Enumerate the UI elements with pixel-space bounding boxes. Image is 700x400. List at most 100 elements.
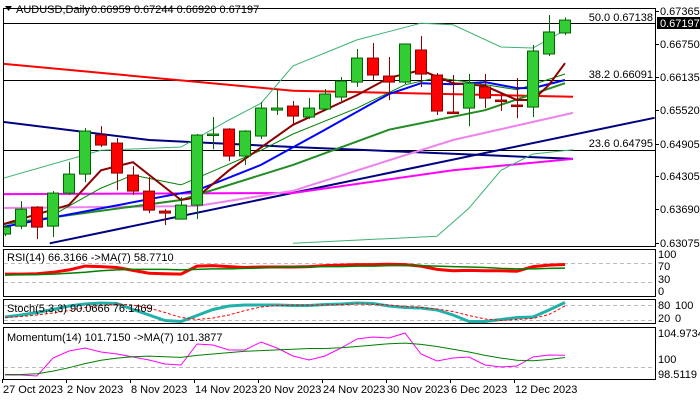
stoch-tick: 20 — [658, 313, 670, 325]
candle-body — [319, 93, 331, 110]
date-tick: 14 Nov 2023 — [195, 384, 257, 396]
candle-body — [223, 128, 235, 157]
stoch-tick: 0 — [675, 313, 681, 325]
bearish-candle — [111, 138, 123, 191]
indicator-axis: 100 70 30 0 80 100 20 0 104.9734 100 98.… — [658, 249, 700, 381]
candle-body — [95, 134, 107, 146]
momentum-tick: 100 — [658, 354, 676, 366]
date-axis: 27 Oct 2023 2 Nov 2023 8 Nov 2023 14 Nov… — [3, 384, 577, 396]
candle-body — [239, 130, 251, 157]
momentum-tick: 98.5119 — [658, 369, 697, 381]
price-tick: 0.63690 — [660, 204, 700, 216]
momentum-momentum-line — [5, 332, 566, 377]
bullish-candle — [527, 45, 539, 118]
candle-body — [303, 107, 315, 118]
stoch-signal-line — [4, 303, 566, 322]
candle-body — [15, 208, 27, 227]
candle-body — [559, 19, 571, 34]
candle-body — [63, 173, 75, 194]
candle-body — [79, 130, 91, 175]
price-tick: 0.64905 — [660, 139, 700, 151]
date-tick: 30 Nov 2023 — [387, 384, 449, 396]
bearish-candle — [95, 126, 107, 148]
bullish-candle — [335, 77, 347, 102]
candle-body — [255, 107, 267, 137]
bollinger-lower-line — [292, 149, 574, 244]
trendline-line — [49, 116, 655, 245]
bullish-candle — [4, 225, 11, 237]
bearish-candle — [511, 78, 523, 119]
bullish-candle — [79, 128, 91, 183]
bullish-candle — [15, 201, 27, 230]
bearish-candle — [223, 128, 235, 162]
rsi-label: RSI(14) 66.3166 ->MA(7) 58.7710 — [7, 252, 174, 264]
candle-body — [399, 43, 411, 83]
bearish-candle — [479, 74, 491, 109]
momentum-ma7-line — [5, 342, 566, 375]
stoch-label: Stoch(5,3,3) 90.0666 76.1469 — [7, 303, 153, 315]
bearish-candle — [367, 43, 379, 81]
candle-body — [191, 134, 203, 206]
rsi-tick: 30 — [658, 274, 670, 286]
bullish-candle — [63, 162, 75, 196]
date-tick: 12 Dec 2023 — [515, 384, 577, 396]
stoch-panel — [3, 299, 656, 324]
bearish-candle — [447, 75, 459, 115]
candle-body — [143, 190, 155, 211]
price-tick: 0.66750 — [660, 39, 700, 51]
rsi-ma7-line — [4, 264, 566, 276]
candle-body — [127, 174, 139, 192]
date-tick: 27 Oct 2023 — [3, 384, 63, 396]
candle-body — [351, 57, 363, 83]
fib-label-50: 50.0 0.67138 — [589, 12, 653, 24]
bearish-candle — [431, 73, 443, 116]
candle-body — [415, 49, 427, 75]
candle-body — [479, 86, 491, 99]
date-tick: 24 Nov 2023 — [323, 384, 385, 396]
momentum-tick: 104.9734 — [658, 328, 700, 340]
bearish-candle — [31, 206, 43, 240]
rsi-tick: 100 — [658, 249, 676, 261]
bearish-candle — [127, 166, 139, 196]
bullish-candle — [351, 49, 363, 88]
candle-body — [527, 50, 539, 108]
price-axis: 0.67365 0.66750 0.66135 0.65520 0.64905 … — [660, 6, 700, 250]
bearish-candle — [143, 177, 155, 214]
momentum-panel — [3, 327, 656, 380]
chart-symbol: AUDUSD,Daily — [16, 4, 90, 16]
date-tick: 8 Nov 2023 — [131, 384, 187, 396]
bullish-candle — [319, 89, 331, 111]
rsi-panel — [3, 249, 656, 297]
candle-body — [4, 226, 11, 235]
candle-body — [335, 80, 347, 98]
bullish-candle — [255, 102, 267, 140]
bollinger-upper-line — [4, 22, 566, 179]
candle-body — [495, 99, 507, 103]
candle-body — [31, 206, 43, 228]
price-tick: 0.64305 — [660, 171, 700, 183]
candle-body — [287, 105, 299, 117]
candle-body — [367, 57, 379, 76]
main-panel — [3, 8, 656, 247]
current-price-badge — [657, 17, 700, 29]
fib-label-38: 38.2 0.66091 — [589, 69, 653, 81]
bullish-candle — [559, 17, 571, 36]
bullish-candle — [463, 74, 475, 127]
price-tick: 0.67365 — [660, 6, 700, 18]
rsi-tick: 70 — [658, 261, 670, 273]
bearish-candle — [159, 209, 171, 226]
ma-navy-line — [4, 120, 574, 160]
candle-body — [159, 210, 171, 214]
candle-body — [447, 111, 459, 115]
collapse-triangle-icon[interactable] — [5, 6, 12, 11]
momentum-label: Momentum(14) 101.7150 ->MA(7) 101.3877 — [7, 332, 223, 344]
bullish-candle — [207, 117, 219, 150]
date-tick: 2 Nov 2023 — [67, 384, 123, 396]
stoch-tick: 100 — [675, 300, 693, 312]
candle-body — [383, 75, 395, 83]
bullish-candle — [47, 191, 59, 238]
fib-label-23: 23.6 0.64795 — [589, 138, 653, 150]
bullish-candle — [175, 197, 187, 220]
bullish-candle — [191, 134, 203, 220]
